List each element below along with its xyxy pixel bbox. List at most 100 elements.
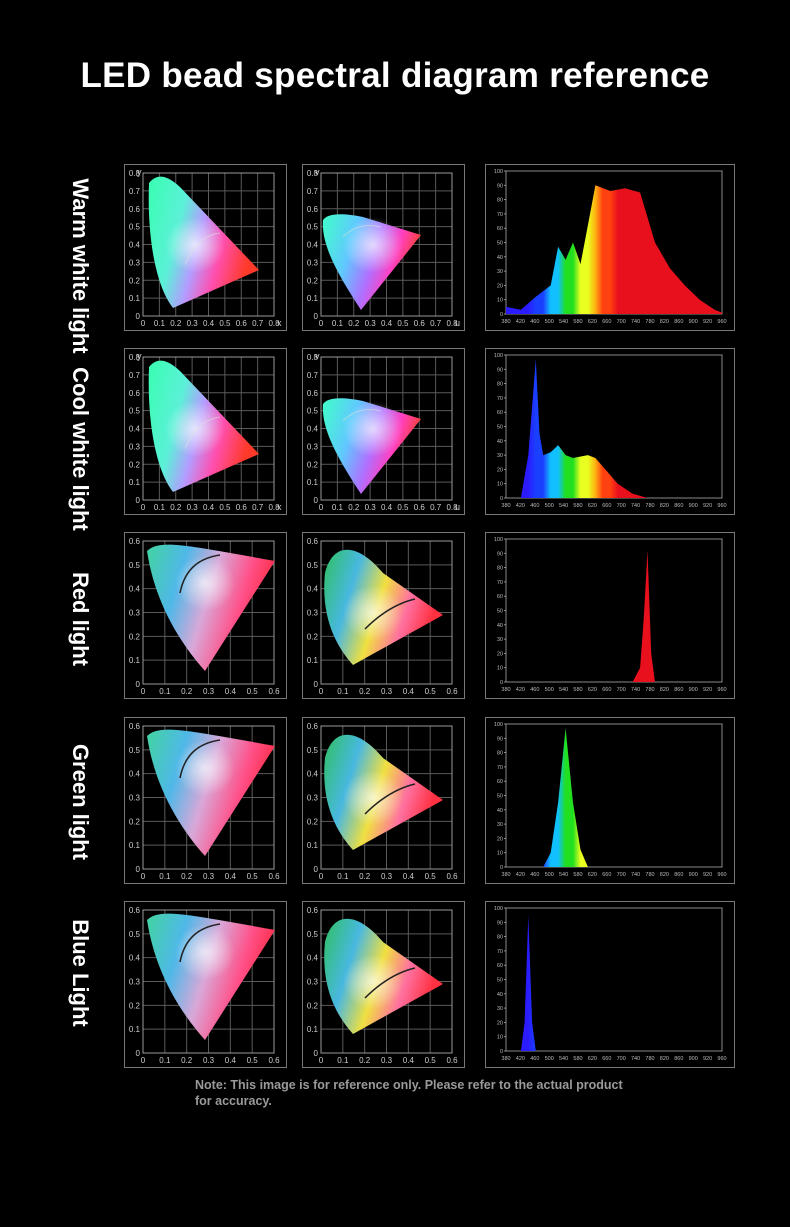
x-tick-label: 0.5 xyxy=(247,872,259,881)
cie-chart-left: 0 0.1 0.2 0.3 0.4 0.5 0.6 0 0.1 0.2 0.3 0.4 0.5 0.6 xyxy=(124,901,287,1068)
x-tick-label: 0.8 xyxy=(268,503,280,512)
x-tick-label: 0.4 xyxy=(225,1056,237,1065)
spectrum-svg: 0 10 20 30 40 50 60 70 80 90 100 380 420 460 500 540 580… xyxy=(494,353,727,509)
row-label: Red light xyxy=(68,571,93,667)
x-tick-label: 0.6 xyxy=(414,503,426,512)
y-tick-label: 0 xyxy=(136,496,141,505)
spectrum-y-tick: 50 xyxy=(497,794,503,800)
y-tick-label: 0.4 xyxy=(307,585,319,594)
spectrum-y-tick: 60 xyxy=(497,594,503,600)
spectrum-y-tick: 100 xyxy=(494,722,503,728)
row-label: Warm white light xyxy=(68,178,93,354)
s1-gamut-svg: 0 0.1 0.2 0.3 0.4 0.5 0.6 0 0.1 0.2 0.3 0.4 0.5 0.6 xyxy=(129,906,280,1065)
x-tick-label: 0.4 xyxy=(403,1056,415,1065)
y-tick-label: 0.3 xyxy=(129,978,141,987)
spectrum-x-tick: 780 xyxy=(645,872,654,878)
x-tick-label: 0.2 xyxy=(181,872,193,881)
spectrum-x-tick: 500 xyxy=(545,872,554,878)
x-tick-label: 0 xyxy=(141,1056,146,1065)
spectrum-y-tick: 30 xyxy=(497,637,503,643)
y-tick-label: 0.2 xyxy=(129,276,141,285)
spectrum-x-tick: 780 xyxy=(645,1056,654,1062)
cie-chart-left: 0 0.1 0.2 0.3 0.4 0.5 0.6 0 0.1 0.2 0.3 0.4 0.5 0.6 xyxy=(124,717,287,884)
cie-xy-chart: 0 0.1 0.2 0.3 0.4 0.5 0.6 0.7 0.8 0 0.1 0.2 0.3 0.4 0.… xyxy=(124,348,287,515)
y-tick-label: 0.2 xyxy=(129,460,141,469)
xy-gamut-svg: 0 0.1 0.2 0.3 0.4 0.5 0.6 0.7 0.8 0 0.1 0.2 0.3 0.4 0.… xyxy=(129,351,282,512)
spectrum-y-tick: 80 xyxy=(497,382,503,388)
y-axis-label: y xyxy=(137,167,142,177)
spectrum-svg: 0 10 20 30 40 50 60 70 80 90 100 380 420 460 500 540 580… xyxy=(494,722,727,878)
x-tick-label: 0.4 xyxy=(203,503,215,512)
y-tick-label: 0.4 xyxy=(129,425,141,434)
spectrum-x-tick: 420 xyxy=(516,319,525,325)
spectrum-area xyxy=(520,915,536,1051)
y-tick-label: 0.3 xyxy=(129,442,141,451)
x-tick-label: 0 xyxy=(319,1056,324,1065)
spectrum-x-tick: 900 xyxy=(689,1056,698,1062)
x-tick-label: 0.6 xyxy=(268,687,280,696)
spectrum-x-tick: 580 xyxy=(573,503,582,509)
y-tick-label: 0.4 xyxy=(307,954,319,963)
x-tick-label: 0.4 xyxy=(381,319,393,328)
y-tick-label: 0.1 xyxy=(307,478,319,487)
x-tick-label: 0.3 xyxy=(381,872,393,881)
x-tick-label: 0.1 xyxy=(332,503,344,512)
y-tick-label: 0.6 xyxy=(307,906,319,915)
y-tick-label: 0.5 xyxy=(307,746,319,755)
s2-gamut-svg: 0 0.1 0.2 0.3 0.4 0.5 0.6 0 0.1 0.2 0.3 0.4 0.5 0.6 xyxy=(307,537,458,696)
spectrum-x-tick: 420 xyxy=(516,687,525,693)
y-tick-label: 0.7 xyxy=(129,371,141,380)
y-tick-label: 0.8 xyxy=(307,169,319,178)
xy-gamut-svg: 0 0.1 0.2 0.3 0.4 0.5 0.6 0.7 0.8 0 0.1 0.2 0.3 0.4 0.… xyxy=(129,167,282,328)
spectrum-x-tick: 900 xyxy=(689,503,698,509)
x-tick-label: 0.3 xyxy=(381,1056,393,1065)
spectrum-y-tick: 10 xyxy=(497,851,503,857)
spectrum-area xyxy=(520,359,648,498)
row-label: Green light xyxy=(68,743,93,861)
y-tick-label: 0.3 xyxy=(129,258,141,267)
y-tick-label: 0.7 xyxy=(307,187,319,196)
spectrum-y-tick: 20 xyxy=(497,836,503,842)
x-tick-label: 0.2 xyxy=(181,687,193,696)
row-label: Cool white light xyxy=(68,367,93,531)
spectrum-x-tick: 820 xyxy=(660,1056,669,1062)
spectrum-x-tick: 620 xyxy=(588,872,597,878)
x-axis-label: u xyxy=(455,502,460,512)
spectrum-x-tick: 580 xyxy=(573,687,582,693)
spectrum-y-tick: 30 xyxy=(497,453,503,459)
y-tick-label: 0 xyxy=(136,680,141,689)
x-tick-label: 0.2 xyxy=(348,319,360,328)
y-tick-label: 0.1 xyxy=(129,656,141,665)
y-tick-label: 0.2 xyxy=(307,460,319,469)
spectrum-x-tick: 620 xyxy=(588,319,597,325)
spectrum-y-tick: 60 xyxy=(497,226,503,232)
y-tick-label: 0.6 xyxy=(307,722,319,731)
spectrum-y-tick: 10 xyxy=(497,666,503,672)
y-tick-label: 0.6 xyxy=(129,537,141,546)
y-tick-label: 0 xyxy=(314,680,319,689)
spectrum-x-tick: 660 xyxy=(602,872,611,878)
uv-gamut-svg: 0 0.1 0.2 0.3 0.4 0.5 0.6 0.7 0.8 0 0.1 0.2 0.3 0.4 0.… xyxy=(307,167,460,328)
x-tick-label: 0.3 xyxy=(187,319,199,328)
x-tick-label: 0.1 xyxy=(159,687,171,696)
x-tick-label: 0.4 xyxy=(381,503,393,512)
spectrum-area xyxy=(506,185,722,314)
spectrum-x-tick: 460 xyxy=(530,503,539,509)
y-tick-label: 0.7 xyxy=(129,187,141,196)
spectrum-y-tick: 100 xyxy=(494,537,503,543)
spectrum-x-tick: 860 xyxy=(674,872,683,878)
x-tick-label: 0.4 xyxy=(403,872,415,881)
page-title: LED bead spectral diagram reference xyxy=(80,56,710,95)
y-tick-label: 0.1 xyxy=(129,1025,141,1034)
spectrum-y-tick: 60 xyxy=(497,963,503,969)
spectrum-x-tick: 580 xyxy=(573,319,582,325)
y-tick-label: 0.5 xyxy=(129,746,141,755)
x-tick-label: 0.3 xyxy=(203,687,215,696)
spectrum-x-tick: 500 xyxy=(545,503,554,509)
spectrum-x-tick: 740 xyxy=(631,503,640,509)
spectrum-y-tick: 0 xyxy=(500,1049,503,1055)
spectrum-x-tick: 740 xyxy=(631,687,640,693)
y-tick-label: 0.4 xyxy=(129,241,141,250)
spectrum-x-tick: 540 xyxy=(559,503,568,509)
y-tick-label: 0.3 xyxy=(307,609,319,618)
